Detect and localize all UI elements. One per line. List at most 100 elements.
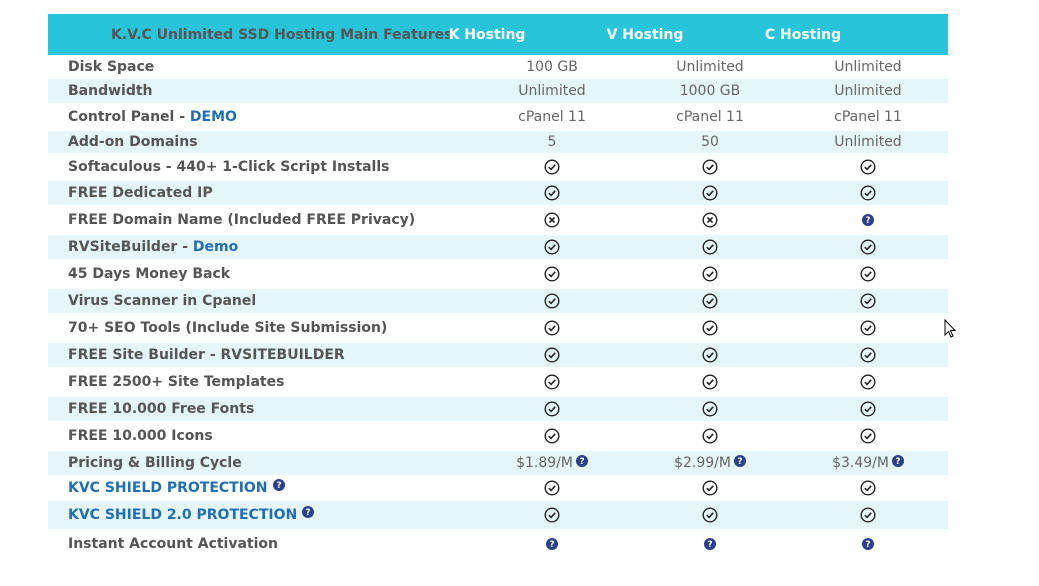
- price-value: $3.49/M: [832, 455, 889, 471]
- table-row: 45 Days Money Back: [48, 259, 948, 289]
- table-row: FREE 2500+ Site Templates: [48, 367, 948, 397]
- feature-text: Control Panel -: [68, 109, 190, 125]
- table-row: KVC SHIELD 2.0 PROTECTION?: [48, 501, 948, 529]
- feature-text: Virus Scanner in Cpanel: [68, 293, 257, 309]
- feature-label: KVC SHIELD PROTECTION?: [48, 479, 473, 496]
- check-circle-icon: [860, 347, 876, 363]
- plan-cell: Unlimited: [789, 134, 947, 150]
- feature-link[interactable]: DEMO: [189, 109, 237, 125]
- check-circle-icon: [702, 293, 718, 309]
- table-row: FREE 10.000 Free Fonts: [48, 397, 948, 421]
- table-row: Softaculous - 440+ 1-Click Script Instal…: [48, 153, 948, 181]
- check-circle-icon: [702, 266, 718, 282]
- check-circle-icon: [544, 266, 560, 282]
- plan-cell: 5: [473, 134, 631, 150]
- check-circle-icon: [544, 347, 560, 363]
- check-circle-icon: [860, 239, 876, 255]
- feature-text: RVSiteBuilder -: [68, 239, 193, 255]
- cross-circle-icon: [544, 212, 560, 228]
- plan-cell: [473, 293, 631, 309]
- help-circle-icon[interactable]: ?: [575, 455, 588, 467]
- plan-cell: [789, 428, 947, 444]
- check-circle-icon: [702, 374, 718, 390]
- cell-value: Unlimited: [834, 134, 902, 150]
- check-circle-icon: [860, 293, 876, 309]
- plan-cell: [789, 239, 947, 255]
- plan-cell: [631, 347, 789, 363]
- feature-text: Bandwidth: [68, 83, 153, 99]
- table-row: Instant Account Activation???: [48, 529, 948, 559]
- plan-cell: [789, 374, 947, 390]
- plan-cell: ?: [473, 538, 631, 550]
- svg-text:?: ?: [865, 540, 870, 550]
- help-circle-icon[interactable]: ?: [272, 479, 285, 491]
- plan-cell: [789, 185, 947, 201]
- plan-cell: [631, 212, 789, 228]
- feature-label: Bandwidth: [48, 83, 473, 99]
- feature-link[interactable]: KVC SHIELD 2.0 PROTECTION: [68, 507, 298, 523]
- feature-label: Softaculous - 440+ 1-Click Script Instal…: [48, 159, 473, 175]
- plan-cell: [631, 480, 789, 496]
- plan-cell: [473, 266, 631, 282]
- check-circle-icon: [702, 159, 718, 175]
- feature-label: FREE 10.000 Free Fonts: [48, 401, 473, 417]
- feature-link[interactable]: Demo: [192, 239, 239, 255]
- help-circle-icon[interactable]: ?: [862, 214, 874, 226]
- header-plan-k: K Hosting: [448, 26, 526, 43]
- plan-cell: ?: [789, 214, 947, 226]
- svg-text:?: ?: [276, 481, 281, 491]
- help-circle-icon[interactable]: ?: [862, 538, 874, 550]
- help-circle-icon[interactable]: ?: [704, 538, 716, 550]
- feature-label: KVC SHIELD 2.0 PROTECTION?: [48, 506, 473, 523]
- cross-circle-icon: [702, 212, 718, 228]
- plan-cell: [631, 428, 789, 444]
- feature-text: 70+ SEO Tools (Include Site Submission): [68, 320, 388, 336]
- check-circle-icon: [544, 401, 560, 417]
- feature-label: FREE Site Builder - RVSITEBUILDER: [48, 347, 473, 363]
- plan-cell: cPanel 11: [631, 109, 789, 125]
- check-circle-icon: [702, 185, 718, 201]
- feature-label: Instant Account Activation: [48, 536, 473, 552]
- feature-label: 70+ SEO Tools (Include Site Submission): [48, 320, 473, 336]
- help-circle-icon[interactable]: ?: [891, 455, 904, 467]
- table-row: Disk Space 100 GB Unlimited Unlimited: [48, 55, 948, 79]
- header-title: K.V.C Unlimited SSD Hosting Main Feature…: [111, 26, 453, 43]
- check-circle-icon: [702, 320, 718, 336]
- plan-cell: $2.99/M?: [631, 455, 789, 471]
- feature-label: FREE 10.000 Icons: [48, 428, 473, 444]
- plan-cell: [789, 347, 947, 363]
- svg-text:?: ?: [865, 216, 870, 226]
- help-circle-icon[interactable]: ?: [302, 506, 315, 518]
- feature-text: FREE Site Builder - RVSITEBUILDER: [68, 347, 345, 363]
- help-circle-icon[interactable]: ?: [733, 455, 746, 467]
- plan-cell: [631, 320, 789, 336]
- feature-text: Softaculous - 440+ 1-Click Script Instal…: [68, 159, 390, 175]
- cell-value: Unlimited: [518, 83, 586, 99]
- cell-value: 50: [701, 134, 719, 150]
- check-circle-icon: [544, 159, 560, 175]
- feature-label: Add-on Domains: [48, 134, 473, 150]
- plan-cell: [631, 401, 789, 417]
- table-body: Disk Space 100 GB Unlimited Unlimited Bandwi…: [48, 55, 948, 559]
- feature-link[interactable]: KVC SHIELD PROTECTION: [68, 480, 268, 496]
- plan-cell: [473, 374, 631, 390]
- check-circle-icon: [544, 239, 560, 255]
- feature-label: Virus Scanner in Cpanel: [48, 293, 473, 309]
- check-circle-icon: [544, 293, 560, 309]
- check-circle-icon: [702, 401, 718, 417]
- plan-cell: 1000 GB: [631, 83, 789, 99]
- plan-cell: $3.49/M?: [789, 455, 947, 471]
- plan-cell: [473, 507, 631, 523]
- header-plan-v: V Hosting: [606, 26, 684, 43]
- svg-text:?: ?: [895, 457, 900, 467]
- table-row: Bandwidth Unlimited 1000 GB Unlimited: [48, 79, 948, 103]
- feature-label: FREE Dedicated IP: [48, 185, 473, 201]
- cell-value: cPanel 11: [518, 109, 586, 125]
- header-plan-c: C Hosting: [764, 26, 842, 43]
- table-row: FREE 10.000 Icons: [48, 421, 948, 451]
- plan-cell: Unlimited: [473, 83, 631, 99]
- check-circle-icon: [860, 507, 876, 523]
- feature-label: 45 Days Money Back: [48, 266, 473, 282]
- plan-cell: [789, 266, 947, 282]
- help-circle-icon[interactable]: ?: [546, 538, 558, 550]
